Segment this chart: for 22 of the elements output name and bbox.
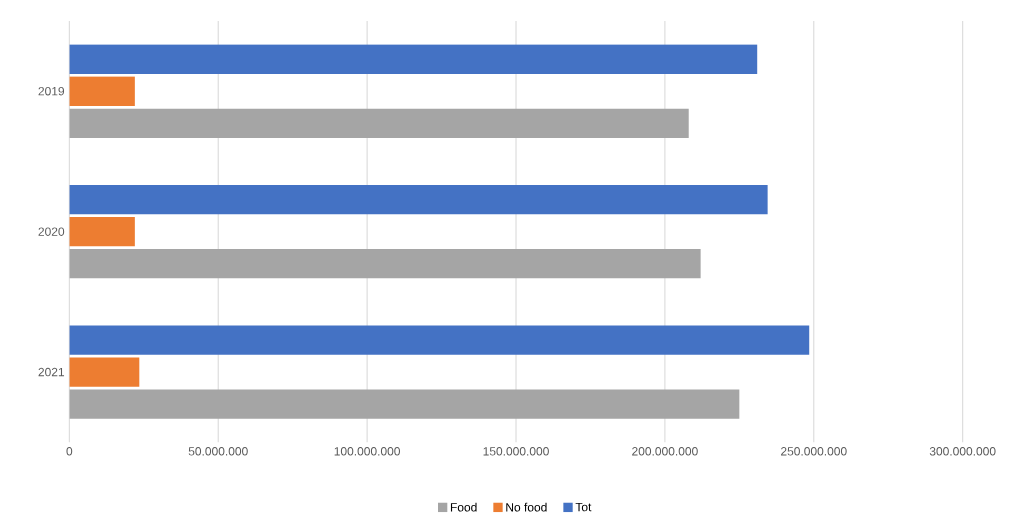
bar [69,325,810,355]
bar [69,108,689,138]
bar [69,76,135,106]
bar [69,357,140,387]
x-tick-label: 300.000.000 [929,447,996,456]
bar [69,249,701,279]
x-tick-label: 250.000.000 [781,447,847,456]
x-tick-label: 100.000.000 [334,447,401,456]
y-tick-label: 2021 [38,367,65,377]
x-tick-label: 200.000.000 [632,447,698,456]
x-tick-label: 150.000.000 [483,447,549,456]
legend-label: Tot [575,502,592,512]
bar [69,185,768,215]
bar [69,44,758,74]
x-tick-label: 50.000.000 [188,447,248,456]
y-tick-label: 2020 [38,227,65,236]
x-tick-label: 0 [66,447,73,456]
y-tick-label: 2019 [38,86,65,96]
legend-label: Food [450,502,477,512]
bar [69,389,740,419]
bar [69,217,135,247]
legend-label: No food [506,502,547,512]
